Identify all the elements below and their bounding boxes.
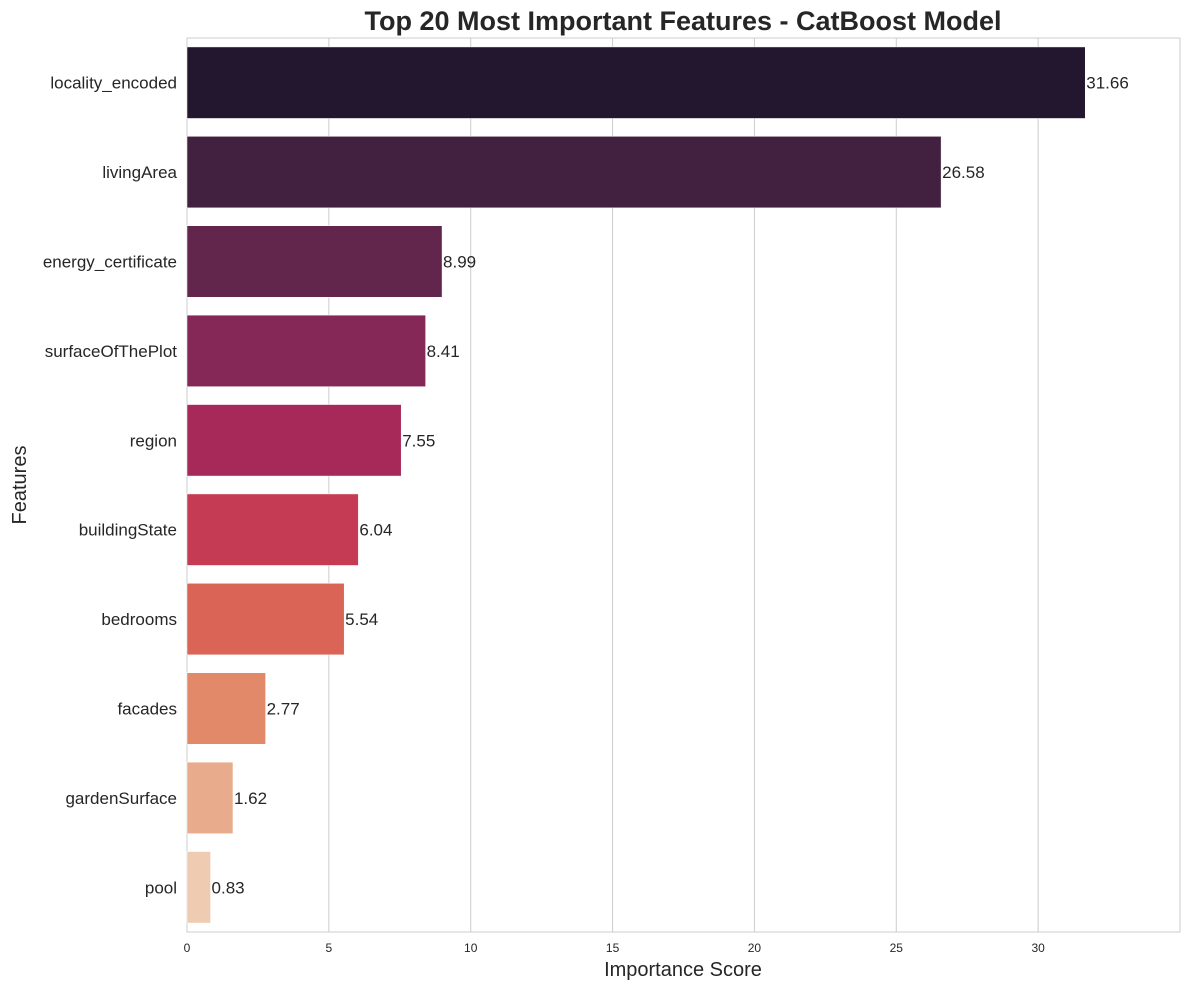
data-label-gardenSurface: 1.62 — [234, 789, 267, 808]
y-tick-label-region: region — [130, 431, 177, 450]
y-tick-labels: locality_encoded livingArea energy_certifi… — [43, 74, 178, 898]
data-label-energy_certificate: 8.99 — [443, 253, 476, 272]
x-axis-label: Importance Score — [604, 959, 762, 981]
x-tick-label: 20 — [748, 941, 762, 955]
data-label-pool: 0.83 — [212, 878, 245, 897]
data-label-livingArea: 26.58 — [942, 163, 985, 182]
bar-energy_certificate — [187, 226, 442, 298]
x-tick-label: 5 — [326, 941, 333, 955]
bar-pool — [187, 852, 211, 924]
bar-region — [187, 405, 401, 477]
y-tick-label-facades: facades — [117, 700, 177, 719]
x-tick-labels: 0 5 10 15 20 25 30 — [184, 941, 1045, 955]
data-label-facades: 2.77 — [267, 700, 300, 719]
x-tick-label: 10 — [464, 941, 478, 955]
y-tick-label-locality_encoded: locality_encoded — [50, 74, 177, 93]
x-tick-label: 15 — [606, 941, 620, 955]
y-tick-label-surfaceOfThePlot: surfaceOfThePlot — [45, 342, 178, 361]
y-tick-label-gardenSurface: gardenSurface — [65, 789, 177, 808]
bar-surfaceOfThePlot — [187, 315, 426, 387]
y-axis-label: Features — [9, 446, 31, 525]
data-label-locality_encoded: 31.66 — [1086, 74, 1129, 93]
x-tick-label: 0 — [184, 941, 191, 955]
data-label-surfaceOfThePlot: 8.41 — [427, 342, 460, 361]
y-tick-label-livingArea: livingArea — [102, 163, 177, 182]
y-tick-label-bedrooms: bedrooms — [101, 610, 177, 629]
bar-locality_encoded — [187, 47, 1085, 119]
y-tick-label-energy_certificate: energy_certificate — [43, 253, 177, 272]
y-tick-label-buildingState: buildingState — [79, 521, 177, 540]
bar-gardenSurface — [187, 762, 233, 834]
chart-title: Top 20 Most Important Features - CatBoos… — [364, 6, 1001, 36]
x-tick-label: 30 — [1031, 941, 1045, 955]
data-label-bedrooms: 5.54 — [345, 610, 378, 629]
data-label-region: 7.55 — [402, 431, 435, 450]
bar-livingArea — [187, 136, 941, 208]
bar-bedrooms — [187, 583, 344, 655]
data-label-buildingState: 6.04 — [359, 521, 392, 540]
bar-buildingState — [187, 494, 358, 566]
y-tick-label-pool: pool — [145, 878, 177, 897]
bar-facades — [187, 673, 266, 745]
x-tick-label: 25 — [890, 941, 904, 955]
